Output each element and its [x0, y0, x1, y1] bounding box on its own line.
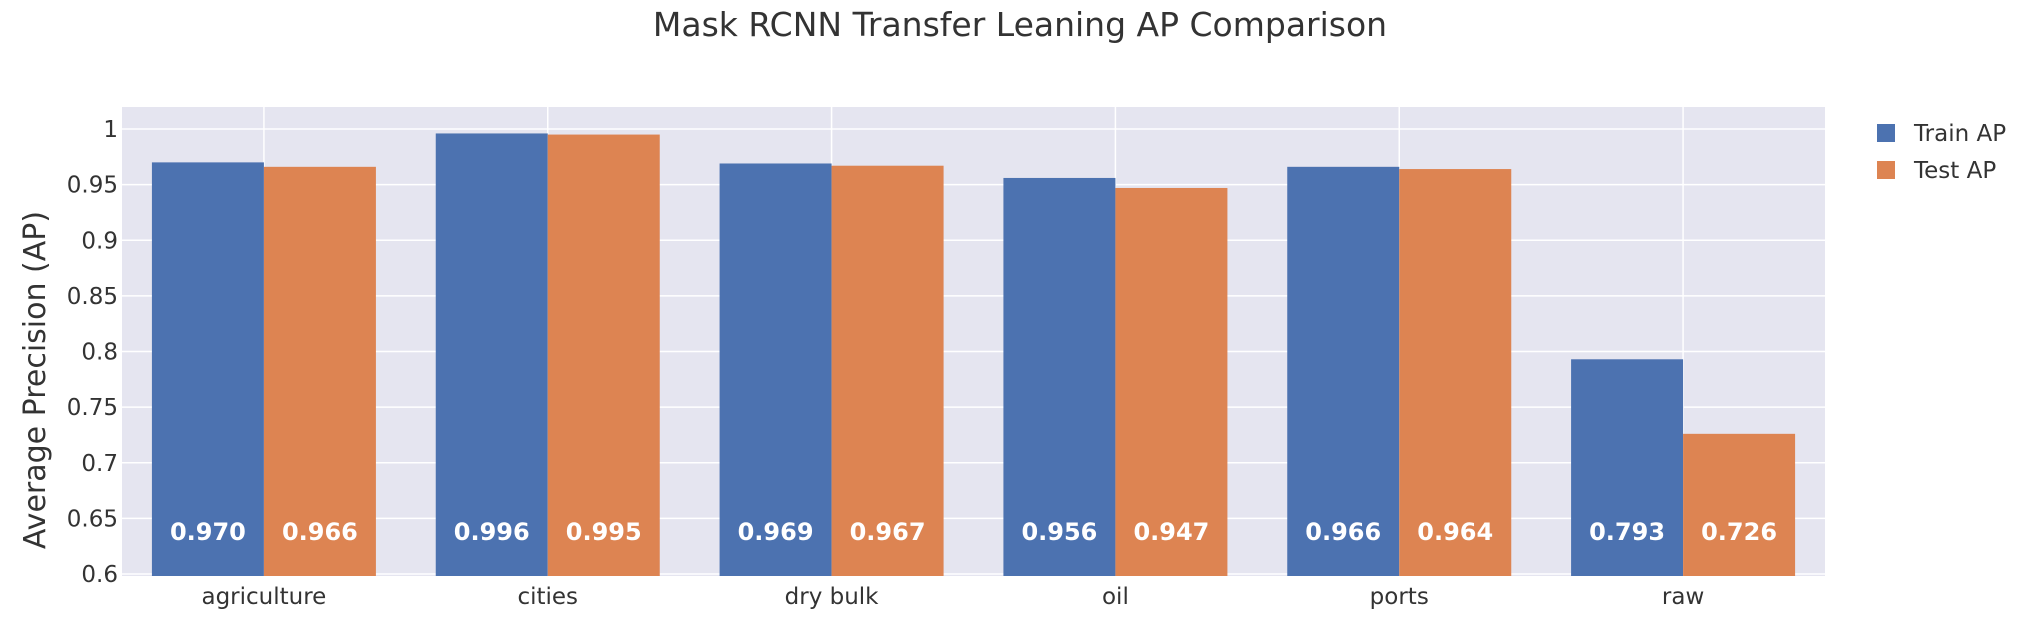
- data-label: 0.966: [1305, 518, 1381, 546]
- data-label: 0.996: [454, 518, 530, 546]
- bar-test-ap: [1115, 187, 1228, 576]
- data-label: 0.956: [1021, 518, 1097, 546]
- y-tick-label: 0.75: [67, 395, 118, 421]
- y-tick-label: 0.7: [81, 451, 118, 477]
- bars: 0.970 0.966 0.996 0.995 0.969 0.967 0.956 0.947…: [151, 133, 1796, 577]
- x-tick-label: cities: [517, 584, 578, 610]
- legend: Train AP Test AP: [1877, 121, 2006, 184]
- data-label: 0.947: [1133, 518, 1209, 546]
- y-tick-label: 0.85: [67, 284, 118, 310]
- x-axis-ticks: agriculture cities dry bulk oil ports raw: [201, 584, 1704, 610]
- y-tick-label: 0.6: [81, 562, 118, 588]
- legend-swatch: [1877, 124, 1895, 142]
- bar-train-ap: [1003, 177, 1116, 576]
- x-tick-label: ports: [1370, 584, 1429, 610]
- legend-label: Test AP: [1913, 158, 1996, 184]
- data-label: 0.966: [282, 518, 358, 546]
- x-tick-label: oil: [1102, 584, 1129, 610]
- data-label: 0.995: [566, 518, 642, 546]
- bar-test-ap: [1683, 433, 1796, 576]
- bar-train-ap: [1571, 359, 1684, 576]
- legend-label: Train AP: [1913, 121, 2006, 147]
- data-label: 0.970: [170, 518, 246, 546]
- data-label: 0.969: [738, 518, 814, 546]
- bar-train-ap: [151, 162, 264, 576]
- x-tick-label: dry bulk: [785, 584, 880, 610]
- y-axis-label: Average Precision (AP): [18, 211, 53, 549]
- x-tick-label: raw: [1662, 584, 1704, 610]
- bar-test-ap: [263, 166, 376, 576]
- plot-area: [122, 107, 1825, 576]
- data-label: 0.964: [1417, 518, 1493, 546]
- y-tick-label: 0.65: [67, 506, 118, 532]
- data-label: 0.793: [1589, 518, 1665, 546]
- data-label: 0.726: [1701, 518, 1777, 546]
- y-tick-label: 0.95: [67, 173, 118, 199]
- data-label: 0.967: [850, 518, 926, 546]
- bar-train-ap: [435, 133, 548, 576]
- bar-train-ap: [719, 163, 832, 577]
- chart-title: Mask RCNN Transfer Leaning AP Comparison: [653, 5, 1387, 44]
- legend-swatch: [1877, 161, 1895, 179]
- y-tick-label: 0.8: [81, 340, 118, 366]
- y-tick-label: 0.9: [81, 228, 118, 254]
- y-axis-ticks: 0.6 0.65 0.7 0.75 0.8 0.85 0.9 0.95 1: [67, 117, 118, 588]
- x-tick-label: agriculture: [201, 584, 326, 610]
- bar-train-ap: [1287, 166, 1400, 576]
- bar-test-ap: [831, 165, 944, 576]
- y-tick-label: 1: [103, 117, 118, 143]
- bar-test-ap: [1399, 169, 1512, 577]
- bar-test-ap: [547, 134, 660, 576]
